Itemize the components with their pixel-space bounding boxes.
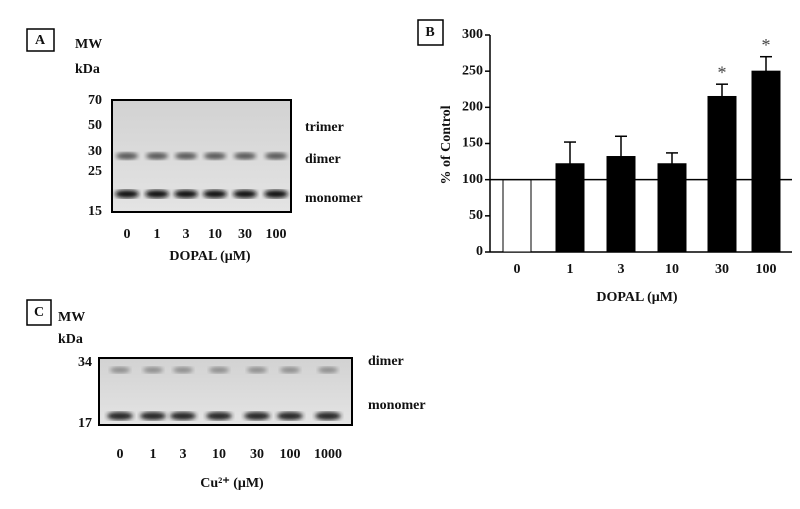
lane-label: 0 (117, 447, 124, 462)
band-label: dimer (305, 152, 341, 167)
lane-label: 30 (250, 447, 264, 462)
lane-label: 3 (180, 447, 187, 462)
x-label: DOPAL (μM) (169, 249, 251, 264)
kda-label: kDa (58, 332, 83, 347)
panel-box (417, 19, 444, 46)
mw-marker: 25 (88, 164, 102, 179)
significance-marker: * (718, 62, 727, 82)
bar (657, 163, 687, 253)
x-tick-label: 0 (514, 262, 521, 277)
band (280, 367, 300, 373)
band (233, 190, 257, 198)
x-tick-label: 30 (715, 262, 729, 277)
band (140, 412, 166, 420)
band (247, 367, 267, 373)
band (204, 152, 226, 160)
lane-label: 10 (212, 447, 226, 462)
lane-label: 1 (150, 447, 157, 462)
lane-label: 100 (266, 227, 287, 242)
band (265, 152, 287, 160)
y-tick-label: 50 (469, 208, 483, 223)
band (107, 412, 133, 420)
x-tick-label: 3 (618, 262, 625, 277)
mw-label: MW (58, 310, 85, 325)
band (115, 190, 139, 198)
band (116, 152, 138, 160)
band (315, 412, 341, 420)
x-tick-label: 1 (567, 262, 574, 277)
bar (707, 95, 737, 253)
blot (111, 99, 292, 213)
bar (751, 70, 781, 253)
band-label: monomer (368, 398, 426, 413)
band-label: monomer (305, 191, 363, 206)
lane-label: 10 (208, 227, 222, 242)
lane-label: 30 (238, 227, 252, 242)
mw-marker: 17 (78, 416, 92, 431)
lane-label: 3 (183, 227, 190, 242)
mw-marker: 30 (88, 144, 102, 159)
y-tick-label: 250 (462, 63, 483, 78)
panel-label: C (34, 305, 44, 320)
bar (606, 156, 636, 253)
lane-label: 1 (154, 227, 161, 242)
band (277, 412, 303, 420)
lane-label: 1000 (314, 447, 342, 462)
bar (555, 163, 585, 253)
panel-box (26, 299, 52, 326)
band-label: dimer (368, 354, 404, 369)
band (170, 412, 196, 420)
band (110, 367, 130, 373)
panel-label: B (425, 25, 434, 40)
kda-label: kDa (75, 62, 100, 77)
lane-label: 100 (280, 447, 301, 462)
y-tick-label: 200 (462, 100, 483, 115)
band (234, 152, 256, 160)
band (203, 190, 227, 198)
y-tick-label: 150 (462, 136, 483, 151)
band (146, 152, 168, 160)
band (318, 367, 338, 373)
x-tick-label: 10 (665, 262, 679, 277)
y-tick-label: 0 (476, 244, 483, 259)
band (264, 190, 288, 198)
band (244, 412, 270, 420)
band (174, 190, 198, 198)
band (173, 367, 193, 373)
mw-marker: 15 (88, 204, 102, 219)
band (175, 152, 197, 160)
panel-box (26, 28, 55, 52)
band (206, 412, 232, 420)
y-label: % of Control (439, 105, 454, 184)
mw-label: MW (75, 37, 102, 52)
band (143, 367, 163, 373)
lane-label: 0 (124, 227, 131, 242)
panel-label: A (35, 33, 46, 48)
significance-marker: * (762, 35, 771, 55)
x-label: DOPAL (μM) (596, 290, 678, 305)
mw-marker: 50 (88, 118, 102, 133)
x-label: Cu²⁺ (μM) (200, 476, 264, 491)
mw-marker: 34 (78, 355, 92, 370)
x-tick-label: 100 (756, 262, 777, 277)
mw-marker: 70 (88, 93, 102, 108)
band-label: trimer (305, 120, 344, 135)
y-tick-label: 100 (462, 172, 483, 187)
band (209, 367, 229, 373)
band (145, 190, 169, 198)
bar (502, 179, 532, 253)
y-tick-label: 300 (462, 27, 483, 42)
